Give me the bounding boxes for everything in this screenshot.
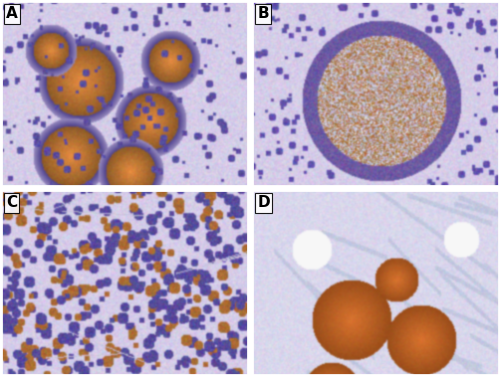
Text: D: D bbox=[258, 196, 270, 211]
Text: A: A bbox=[6, 6, 18, 21]
Text: B: B bbox=[258, 6, 269, 21]
Text: C: C bbox=[6, 196, 17, 211]
